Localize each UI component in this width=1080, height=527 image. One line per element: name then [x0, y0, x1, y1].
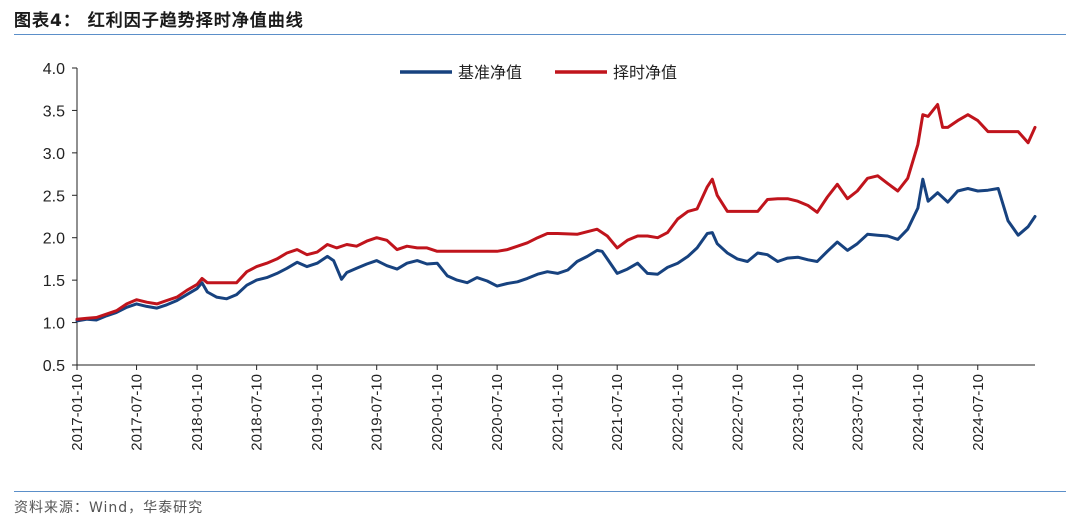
x-tick-label: 2019-01-10: [309, 374, 326, 451]
x-tick-label: 2017-01-10: [69, 374, 86, 451]
x-tick-label: 2018-01-10: [189, 374, 206, 451]
title-divider: [14, 34, 1066, 35]
footer-divider: [14, 491, 1066, 492]
legend-label-0: 基准净值: [458, 64, 522, 82]
y-tick-label: 4.0: [43, 61, 65, 78]
line-chart: 0.51.01.52.02.53.03.54.0 2017-01-10 2017-…: [43, 61, 1037, 451]
x-axis: 2017-01-10 2017-07-10 2018-01-10 2018-07-10…: [69, 364, 1035, 451]
x-tick-label: 2020-07-10: [489, 374, 506, 451]
x-tick-label: 2024-07-10: [970, 374, 987, 451]
y-tick-label: 2.5: [43, 188, 65, 205]
series-line-1: [75, 103, 1037, 321]
y-axis: 0.5 1.0 1.5 2.0 2.5 3.0 3.5 4.0: [43, 61, 78, 375]
x-tick-label: 2019-07-10: [369, 374, 386, 451]
y-tick-label: 1.5: [43, 273, 65, 290]
source-note: 资料来源：Wind，华泰研究: [14, 500, 204, 516]
x-tick-label: 2023-07-10: [849, 374, 866, 451]
y-tick-label: 1.0: [43, 316, 65, 333]
series-layer: [75, 103, 1037, 323]
x-tick-label: 2020-01-10: [429, 374, 446, 451]
x-tick-label: 2018-07-10: [249, 374, 266, 451]
x-tick-label: 2021-01-10: [550, 374, 567, 451]
x-tick-label: 2021-07-10: [609, 374, 626, 451]
y-tick-label: 0.5: [43, 358, 65, 375]
x-tick-label: 2022-07-10: [729, 374, 746, 451]
y-tick-label: 3.5: [43, 103, 65, 120]
x-tick-label: 2023-01-10: [790, 374, 807, 451]
y-tick-label: 3.0: [43, 146, 65, 163]
x-tick-label: 2024-01-10: [910, 374, 927, 451]
x-tick-label: 2017-07-10: [129, 374, 146, 451]
series-line-0: [75, 177, 1037, 323]
legend: 基准净值 择时净值: [400, 64, 677, 82]
x-tick-label: 2022-01-10: [670, 374, 687, 451]
figure-title: 图表4： 红利因子趋势择时净值曲线: [14, 11, 304, 31]
legend-label-1: 择时净值: [613, 64, 677, 82]
y-tick-label: 2.0: [43, 231, 65, 248]
